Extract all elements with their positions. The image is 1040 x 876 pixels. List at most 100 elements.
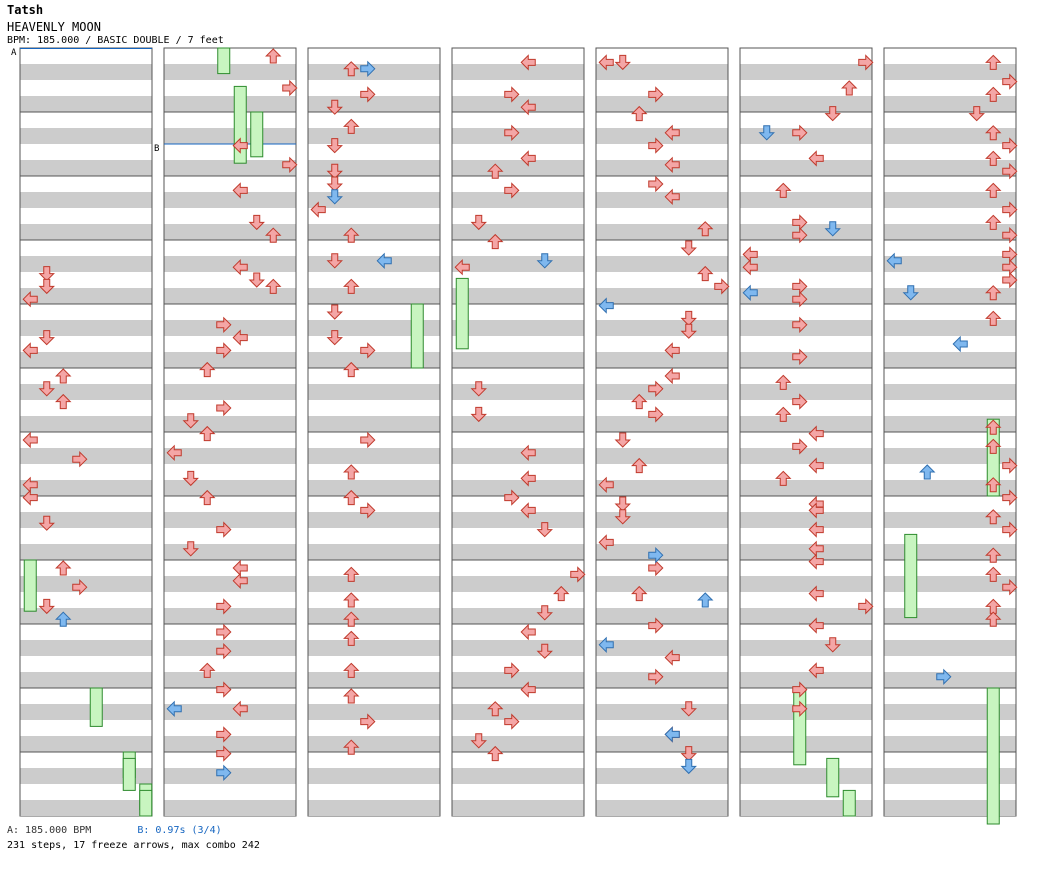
step-arrow-down-shape xyxy=(38,278,55,295)
step-arrow-up xyxy=(343,739,360,755)
step-arrow-down xyxy=(326,189,343,205)
step-arrow-up xyxy=(343,688,360,704)
step-arrow-up xyxy=(487,163,504,179)
beat-band xyxy=(596,96,728,112)
step-arrow-right xyxy=(936,668,952,686)
step-arrow-right-shape xyxy=(72,578,88,596)
step-arrow-right-shape xyxy=(648,175,664,193)
beat-band xyxy=(884,704,1016,720)
step-arrow-right xyxy=(792,438,808,455)
beat-band xyxy=(308,768,440,784)
beat-band xyxy=(884,640,1016,656)
beat-band xyxy=(20,704,152,720)
step-arrow-left xyxy=(232,700,248,718)
step-arrow-up xyxy=(775,470,792,486)
step-arrow-left xyxy=(808,617,824,634)
step-chart xyxy=(19,47,1018,825)
beat-band xyxy=(596,512,728,528)
step-arrow-left xyxy=(808,457,824,474)
beat-band xyxy=(596,192,728,208)
step-arrow-right-shape xyxy=(858,54,874,71)
step-arrow-left xyxy=(520,444,536,462)
step-arrow-down xyxy=(824,106,841,122)
step-arrow-left-shape xyxy=(808,521,824,538)
step-arrow-right-shape xyxy=(216,642,232,660)
step-arrow-left-shape xyxy=(520,150,536,167)
step-arrow-right xyxy=(360,60,376,78)
chart-info: BPM: 185.000 / BASIC DOUBLE / 7 feet xyxy=(7,35,224,46)
beat-band xyxy=(884,128,1016,144)
beat-band xyxy=(884,800,1016,816)
beat-band xyxy=(596,288,728,304)
step-arrow-down xyxy=(680,758,697,775)
bpm-legend: A: 185.000 BPM xyxy=(7,825,92,836)
beat-band xyxy=(452,608,584,624)
freeze-arrow xyxy=(793,687,807,766)
beat-band xyxy=(452,128,584,144)
beat-band xyxy=(740,64,872,80)
step-arrow-right-shape xyxy=(570,566,586,583)
step-arrow-up xyxy=(985,86,1002,102)
step-arrow-up xyxy=(343,592,360,608)
step-arrow-right xyxy=(648,546,664,564)
beat-band xyxy=(164,448,296,464)
step-arrow-up xyxy=(199,425,216,442)
step-arrow-left xyxy=(952,335,968,353)
step-arrow-up xyxy=(55,368,72,384)
step-arrow-down-shape xyxy=(326,330,343,346)
step-arrow-up-shape xyxy=(985,182,1002,198)
step-arrow-up xyxy=(985,509,1002,525)
step-arrow-down xyxy=(536,643,553,659)
step-arrow-right-shape xyxy=(360,86,376,103)
beat-band xyxy=(308,288,440,304)
step-arrow-right-shape xyxy=(1002,162,1018,180)
step-arrow-right xyxy=(504,713,520,730)
beat-band xyxy=(164,512,296,528)
beat-band xyxy=(164,800,296,816)
step-arrow-down xyxy=(248,214,265,231)
step-arrow-right-shape xyxy=(648,380,664,398)
step-arrow-up xyxy=(487,233,504,250)
step-arrow-left xyxy=(808,502,824,519)
step-arrow-right-shape xyxy=(216,681,232,698)
step-arrow-down-shape xyxy=(38,330,55,346)
step-arrow-left xyxy=(520,681,536,698)
step-arrow-up-shape xyxy=(697,592,714,608)
beat-band xyxy=(20,224,152,240)
step-arrow-left-shape xyxy=(232,700,248,718)
step-arrow-right xyxy=(792,226,808,244)
step-arrow-up-shape xyxy=(631,105,648,122)
step-arrow-left xyxy=(22,431,38,449)
step-arrow-left-shape xyxy=(232,329,248,346)
step-arrow-left-shape xyxy=(166,700,182,718)
step-arrow-right-shape xyxy=(216,399,232,417)
beat-band xyxy=(20,736,152,752)
step-arrow-down xyxy=(182,470,199,487)
beat-band xyxy=(740,672,872,688)
step-arrow-up-shape xyxy=(775,406,792,422)
beat-band xyxy=(884,288,1016,304)
step-arrow-right xyxy=(1002,578,1018,596)
step-arrow-up-shape xyxy=(985,54,1002,70)
step-arrow-right-shape xyxy=(792,226,808,244)
step-arrow-up xyxy=(343,464,360,480)
step-arrow-left-shape xyxy=(598,297,614,314)
step-arrow-down-shape xyxy=(680,758,697,775)
step-arrow-up-shape xyxy=(487,701,504,717)
step-arrow-left xyxy=(808,553,824,570)
legend: A: 185.000 BPM B: 0.97s (3/4) xyxy=(7,825,222,836)
step-arrow-down-shape xyxy=(38,515,55,531)
beat-band xyxy=(20,160,152,176)
beat-band xyxy=(452,704,584,720)
beat-band xyxy=(884,384,1016,400)
freeze-arrow xyxy=(139,789,153,817)
step-arrow-down-shape xyxy=(38,266,55,282)
step-arrow-left xyxy=(520,54,536,71)
step-arrow-up xyxy=(343,566,360,582)
step-arrow-right xyxy=(858,54,874,71)
beat-band xyxy=(596,160,728,176)
step-arrow-right xyxy=(504,489,520,506)
step-arrow-up-shape xyxy=(265,227,282,243)
step-arrow-left xyxy=(598,476,614,494)
beat-band xyxy=(308,576,440,592)
